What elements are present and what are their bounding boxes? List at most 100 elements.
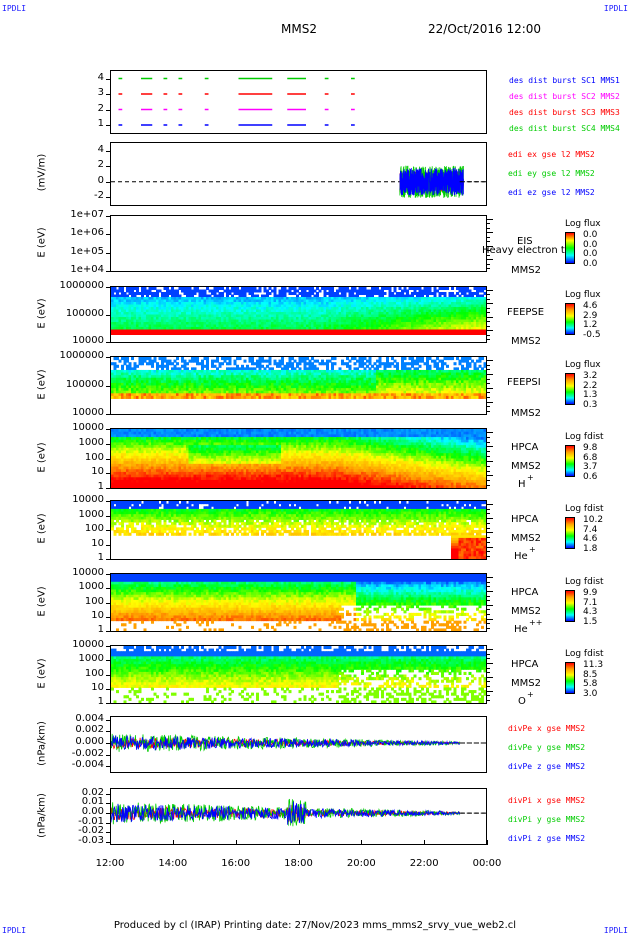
y-tick-mark [106, 253, 111, 254]
minor-tick-mark [487, 582, 490, 583]
x-tick-mark [361, 840, 362, 845]
minor-tick-mark [487, 303, 493, 304]
colorbar-title: Log fdist [565, 504, 604, 514]
minor-tick-mark [487, 691, 493, 692]
minor-tick-mark [487, 290, 493, 291]
colorbar-value: 4.3 [583, 608, 597, 617]
y-axis-label: (nPa/km) [37, 775, 48, 855]
y-tick-mark [106, 386, 111, 387]
corner-label-top-right: IPDLI [604, 4, 628, 13]
plot-area-edi-electric-field [111, 143, 486, 205]
burst-interval [164, 78, 168, 80]
burst-interval [351, 78, 355, 80]
burst-interval [164, 109, 168, 111]
colorbar [565, 662, 575, 694]
x-tick-label: 16:00 [211, 858, 261, 869]
instrument-label: FEEPSE [507, 307, 544, 318]
y-tick-mark [106, 545, 111, 546]
burst-interval [325, 93, 329, 95]
minor-tick-mark [487, 542, 490, 543]
y-tick-mark [106, 94, 111, 95]
y-axis-label: E (eV) [37, 633, 48, 713]
instrument-label: HPCA [511, 587, 538, 598]
y-tick-mark [106, 234, 111, 235]
minor-tick-mark [487, 591, 493, 592]
colorbar [565, 373, 575, 405]
minor-tick-mark [487, 700, 490, 701]
x-tick-mark [173, 840, 174, 845]
colorbar-value: 3.2 [583, 372, 597, 381]
colorbar-value: 3.7 [583, 463, 597, 472]
burst-interval [141, 93, 152, 95]
minor-tick-mark [487, 232, 493, 233]
burst-interval [119, 78, 123, 80]
y-tick-label: 4 [24, 72, 104, 83]
legend-entry: edi ez gse l2 MMS2 [508, 188, 595, 197]
burst-interval [287, 93, 306, 95]
panel-divpe [110, 716, 487, 773]
panel-hpca-h [110, 428, 487, 489]
minor-tick-mark [487, 609, 490, 610]
panel-hpca-he2 [110, 573, 487, 632]
burst-interval [287, 109, 306, 111]
minor-tick-mark [487, 392, 490, 393]
x-tick-mark [110, 840, 111, 845]
colorbar-value: 9.9 [583, 589, 597, 598]
species-label: O [518, 696, 526, 707]
burst-interval [179, 109, 183, 111]
minor-tick-mark [487, 556, 490, 557]
minor-tick-mark [487, 677, 493, 678]
colorbar-value: 11.3 [583, 661, 603, 670]
y-tick-mark [106, 315, 111, 316]
minor-tick-mark [487, 250, 490, 251]
y-axis-label: E (eV) [37, 417, 48, 497]
minor-tick-mark [487, 397, 490, 398]
y-tick-mark [106, 803, 111, 804]
burst-interval [141, 109, 152, 111]
y-tick-mark [106, 720, 111, 721]
burst-interval [119, 109, 123, 111]
y-tick-mark [106, 660, 111, 661]
y-tick-mark [106, 574, 111, 575]
spacecraft-label: MMS2 [511, 678, 541, 689]
panel-edi-electric-field [110, 142, 487, 206]
colorbar-value: 5.8 [583, 680, 597, 689]
minor-tick-mark [487, 237, 490, 238]
burst-interval [119, 124, 123, 126]
legend-entry: edi ex gse l2 MMS2 [508, 150, 595, 159]
minor-tick-mark [487, 686, 490, 687]
x-tick-mark [487, 840, 488, 845]
y-tick-mark [106, 794, 111, 795]
minor-tick-mark [487, 518, 493, 519]
colorbar [565, 303, 575, 335]
colorbar [565, 517, 575, 549]
colorbar-title: Log fdist [565, 577, 604, 587]
x-tick-label: 00:00 [462, 858, 512, 869]
panel-burst-availability [110, 70, 487, 134]
minor-tick-mark [487, 537, 490, 538]
spacecraft-label: MMS2 [511, 336, 541, 347]
y-tick-mark [106, 755, 111, 756]
minor-tick-mark [487, 600, 490, 601]
y-tick-mark [106, 357, 111, 358]
panel-hpca-o [110, 645, 487, 704]
spacecraft-label: MMS2 [511, 461, 541, 472]
legend-entry: edi ey gse l2 MMS2 [508, 169, 595, 178]
y-tick-mark [106, 473, 111, 474]
panel-feeps-ion [110, 356, 487, 415]
y-tick-mark [106, 110, 111, 111]
minor-tick-mark [487, 442, 490, 443]
minor-tick-mark [487, 475, 493, 476]
y-tick-mark [106, 646, 111, 647]
minor-tick-mark [487, 577, 493, 578]
burst-interval [164, 124, 168, 126]
minor-tick-mark [487, 268, 490, 269]
colorbar-value: 4.6 [583, 535, 597, 544]
colorbar-value: 4.6 [583, 302, 597, 311]
minor-tick-mark [487, 308, 490, 309]
colorbar-title: Log fdist [565, 649, 604, 659]
y-axis-label: E (eV) [37, 489, 48, 569]
y-axis-label: E (eV) [37, 202, 48, 282]
species-charge: ++ [529, 618, 542, 627]
legend-entry: des dist burst SC4 MMS4 [509, 124, 620, 133]
